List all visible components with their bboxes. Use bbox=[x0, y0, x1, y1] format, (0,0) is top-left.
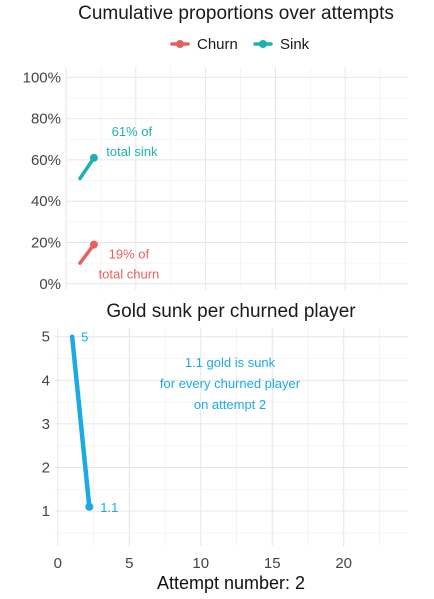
legend-sink-label: Sink bbox=[280, 36, 310, 53]
x-tick-label: 15 bbox=[264, 555, 281, 572]
y-tick-label: 2 bbox=[42, 460, 50, 477]
x-tick-label: 10 bbox=[192, 555, 209, 572]
series-line-sink bbox=[78, 156, 96, 181]
y-tick-label: 4 bbox=[42, 372, 50, 389]
y-tick-label: 0% bbox=[39, 276, 61, 293]
y-tick-label: 1 bbox=[42, 503, 50, 520]
point-label-start: 5 bbox=[81, 330, 88, 345]
legend: Churn Sink bbox=[170, 36, 310, 53]
gold-panel: Gold sunk per churned player 1 2 3 4 5 0 5 10 1… bbox=[42, 301, 408, 593]
legend-churn-label: Churn bbox=[197, 36, 238, 53]
gold-annotation-line: 1.1 gold is sunk bbox=[185, 355, 276, 370]
series-point-sink bbox=[89, 153, 98, 162]
x-tick-label: 5 bbox=[125, 555, 133, 572]
cumulative-y-ticks: 0% 20% 40% 60% 80% 100% bbox=[23, 69, 61, 292]
gold-series bbox=[69, 334, 94, 511]
y-tick-label: 40% bbox=[31, 193, 61, 210]
annotation-churn: total churn bbox=[99, 267, 160, 282]
y-tick-label: 5 bbox=[42, 329, 50, 346]
gold-point bbox=[85, 502, 94, 511]
y-tick-label: 3 bbox=[42, 416, 50, 433]
gold-line bbox=[69, 334, 92, 510]
gold-annotation-line: for every churned player bbox=[160, 376, 301, 391]
annotation-sink: 61% of bbox=[112, 124, 153, 139]
y-tick-label: 60% bbox=[31, 152, 61, 169]
gold-gridlines bbox=[55, 328, 408, 546]
cumulative-panel: Cumulative proportions over attempts Chu… bbox=[23, 3, 408, 293]
gold-annotation-line: on attempt 2 bbox=[194, 397, 266, 412]
x-axis-label: Attempt number: 2 bbox=[157, 573, 305, 593]
annotation-sink: total sink bbox=[106, 144, 158, 159]
y-tick-label: 100% bbox=[23, 69, 61, 86]
series-point-churn bbox=[89, 240, 98, 249]
annotation-churn: 19% of bbox=[109, 247, 150, 262]
legend-sink-dot bbox=[259, 40, 267, 48]
x-tick-label: 20 bbox=[335, 555, 352, 572]
point-label-end: 1.1 bbox=[100, 500, 118, 515]
cumulative-annotations: 61% of total sink 19% of total churn bbox=[99, 124, 160, 282]
cumulative-title: Cumulative proportions over attempts bbox=[78, 3, 394, 24]
x-tick-label: 0 bbox=[54, 555, 62, 572]
y-tick-label: 80% bbox=[31, 111, 61, 128]
gold-y-ticks: 1 2 3 4 5 bbox=[42, 329, 50, 520]
gold-title: Gold sunk per churned player bbox=[106, 301, 356, 322]
cumulative-series bbox=[78, 153, 98, 265]
legend-churn-dot bbox=[176, 40, 184, 48]
cumulative-gridlines bbox=[65, 67, 408, 290]
gold-x-ticks: 0 5 10 15 20 bbox=[54, 555, 352, 572]
gold-annotations: 5 1.1 1.1 gold is sunk for every churned pl… bbox=[81, 330, 301, 515]
y-tick-label: 20% bbox=[31, 235, 61, 252]
